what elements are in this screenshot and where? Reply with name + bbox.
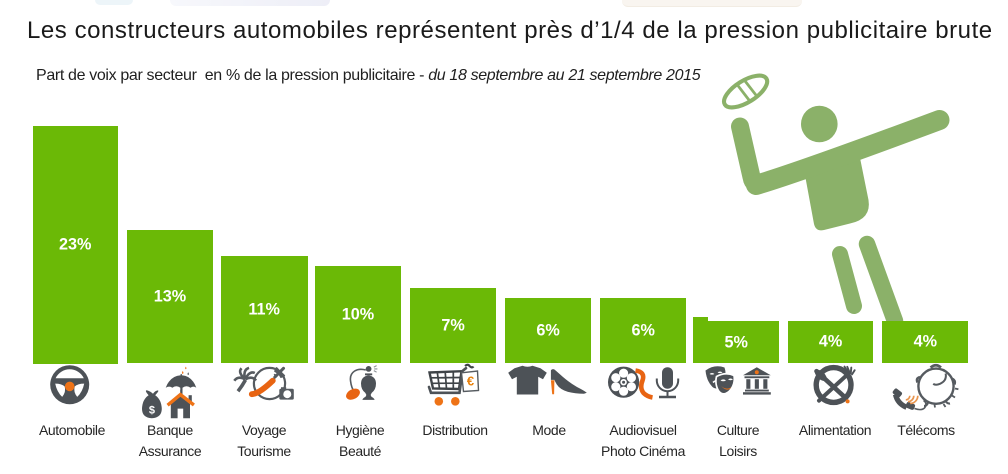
svg-text:€: € [467, 374, 474, 389]
svg-text:$: $ [149, 405, 155, 417]
